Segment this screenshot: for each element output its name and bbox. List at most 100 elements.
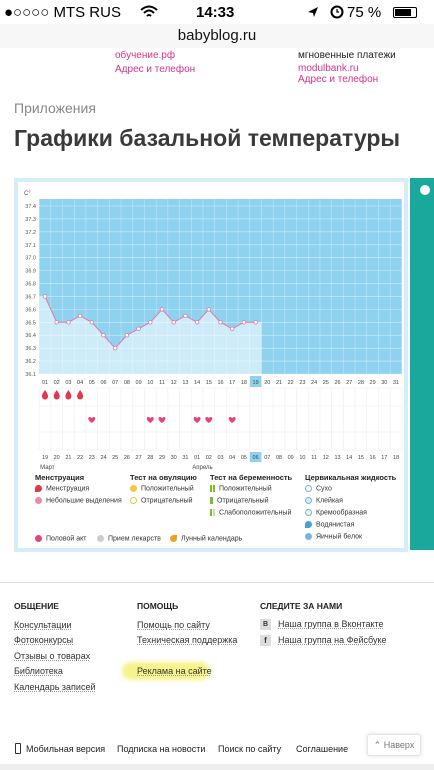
- date-label: 07: [264, 455, 270, 461]
- temperature-point: [112, 345, 118, 351]
- intercourse-heart: [228, 416, 236, 423]
- legend-item: Отрицательный: [210, 497, 269, 504]
- y-unit: С°: [24, 191, 31, 197]
- y-tick-label: 36.8: [25, 282, 36, 288]
- y-tick-label: 36.6: [25, 307, 36, 313]
- intercourse-heart: [193, 416, 201, 423]
- fb-icon: f: [260, 635, 271, 646]
- temperature-point: [77, 313, 83, 319]
- footer-heading: ОБЩЕНИЕ: [14, 601, 59, 611]
- day-label: 26: [334, 380, 340, 386]
- legend-title: Тест на беременность: [210, 473, 293, 482]
- y-tick-label: 37.1: [25, 243, 36, 249]
- y-tick-label: 36.4: [25, 333, 36, 339]
- footer-link[interactable]: Наша группа на Фейсбуке: [278, 635, 387, 645]
- footer-link[interactable]: Консультации: [14, 620, 72, 630]
- footer-link[interactable]: Наша группа в Вконтакте: [278, 619, 384, 629]
- date-label: 21: [65, 455, 71, 461]
- day-label: 13: [182, 380, 188, 386]
- day-label: 12: [171, 380, 177, 386]
- y-tick-label: 37.4: [25, 204, 36, 210]
- day-label: 08: [124, 380, 130, 386]
- legend-item: Менструация: [35, 485, 89, 492]
- date-label: 02: [206, 455, 212, 461]
- y-tick-label: 37.0: [25, 256, 36, 262]
- footer-link[interactable]: Календарь записей: [14, 682, 96, 692]
- day-label: 29: [370, 380, 376, 386]
- bottom-link[interactable]: Поиск по сайту: [218, 744, 282, 754]
- temperature-point: [218, 320, 223, 325]
- footer-link[interactable]: Фотоконкурсы: [14, 635, 74, 645]
- date-label: 25: [112, 455, 118, 461]
- footer-link[interactable]: Библиотека: [14, 666, 63, 676]
- day-label: 11: [159, 380, 165, 386]
- ad-link[interactable]: Адрес и телефон: [115, 64, 196, 75]
- legend-title: Цервикальная жидкость: [305, 473, 397, 482]
- day-label: 18: [241, 380, 247, 386]
- temperature-point: [124, 333, 130, 338]
- legend-item: Кремообразная: [305, 509, 367, 516]
- temperature-chart: С° 37.4 37.3 37.2 37.1 37.0 36.9 36.8 36.7 36.6 3…: [24, 191, 403, 471]
- legend-item: Слабоположительный: [210, 509, 291, 516]
- date-label: 01: [194, 455, 200, 461]
- legend-item: Небольшие выделения: [35, 497, 122, 504]
- date-label: 10: [299, 455, 305, 461]
- legend-item: Отрицательный: [130, 497, 193, 504]
- temperature-point: [194, 320, 200, 325]
- day-label: 19: [253, 380, 259, 386]
- month-label: Март: [40, 465, 55, 471]
- date-label: 24: [100, 455, 106, 461]
- day-label: 22: [288, 380, 294, 386]
- y-tick-label: 36.1: [25, 372, 36, 378]
- date-label: 19: [42, 455, 48, 461]
- y-tick-label: 36.5: [25, 320, 36, 326]
- day-label: 30: [381, 380, 387, 386]
- temperature-point: [229, 326, 235, 331]
- to-top-button[interactable]: ⌃ Наверх: [367, 734, 421, 756]
- date-label: 03: [217, 455, 223, 461]
- day-label: 09: [136, 380, 142, 386]
- date-label: 22: [77, 455, 83, 461]
- address-bar: [0, 24, 434, 48]
- breadcrumb[interactable]: Приложения: [14, 100, 96, 116]
- day-label: 14: [194, 380, 200, 386]
- day-label: 23: [299, 380, 305, 386]
- bottom-link[interactable]: Подписка на новости: [117, 744, 206, 754]
- wifi-icon: [140, 5, 158, 17]
- bottom-link[interactable]: Мобильная версия: [26, 744, 106, 754]
- temperature-point: [101, 333, 106, 338]
- date-label: 13: [334, 455, 340, 461]
- day-label: 16: [217, 380, 223, 386]
- footer-link[interactable]: Техническая поддержка: [137, 635, 238, 645]
- bottom-strip: [0, 764, 434, 770]
- temperature-point: [89, 320, 94, 325]
- day-label: 02: [54, 380, 60, 386]
- footer-heading: ПОМОЩЬ: [137, 601, 179, 611]
- y-tick-label: 36.7: [25, 294, 36, 300]
- vk-icon: B: [260, 619, 271, 630]
- date-label: 05: [241, 455, 247, 461]
- ad-link[interactable]: modulbank.ru: [298, 63, 359, 74]
- date-label: 06: [253, 455, 259, 461]
- footer-link[interactable]: Реклама на сайте: [137, 666, 212, 676]
- date-label: 31: [182, 455, 188, 461]
- current-day: [249, 376, 262, 387]
- month-label: Апрель: [192, 465, 212, 471]
- ad-link[interactable]: Адрес и телефон: [298, 74, 379, 85]
- footer-link[interactable]: Помощь по сайту: [137, 620, 210, 630]
- footer-link[interactable]: Отзывы о товарах: [14, 651, 91, 661]
- menstruation-drop: [77, 390, 84, 400]
- day-label: 17: [229, 380, 235, 386]
- legend-item: Яичный белок: [305, 533, 362, 540]
- battery-level: 75 %: [347, 4, 382, 21]
- day-label: 28: [358, 380, 364, 386]
- current-date: [249, 452, 262, 462]
- day-label: 20: [264, 380, 270, 386]
- day-label: 21: [276, 380, 282, 386]
- date-label: 17: [381, 455, 387, 461]
- ad-link[interactable]: обучение.рф: [115, 50, 176, 61]
- url[interactable]: babyblog.ru: [177, 27, 257, 44]
- menstruation-drop: [65, 390, 72, 400]
- temperature-point: [66, 320, 71, 325]
- bottom-link[interactable]: Соглашение: [296, 744, 349, 754]
